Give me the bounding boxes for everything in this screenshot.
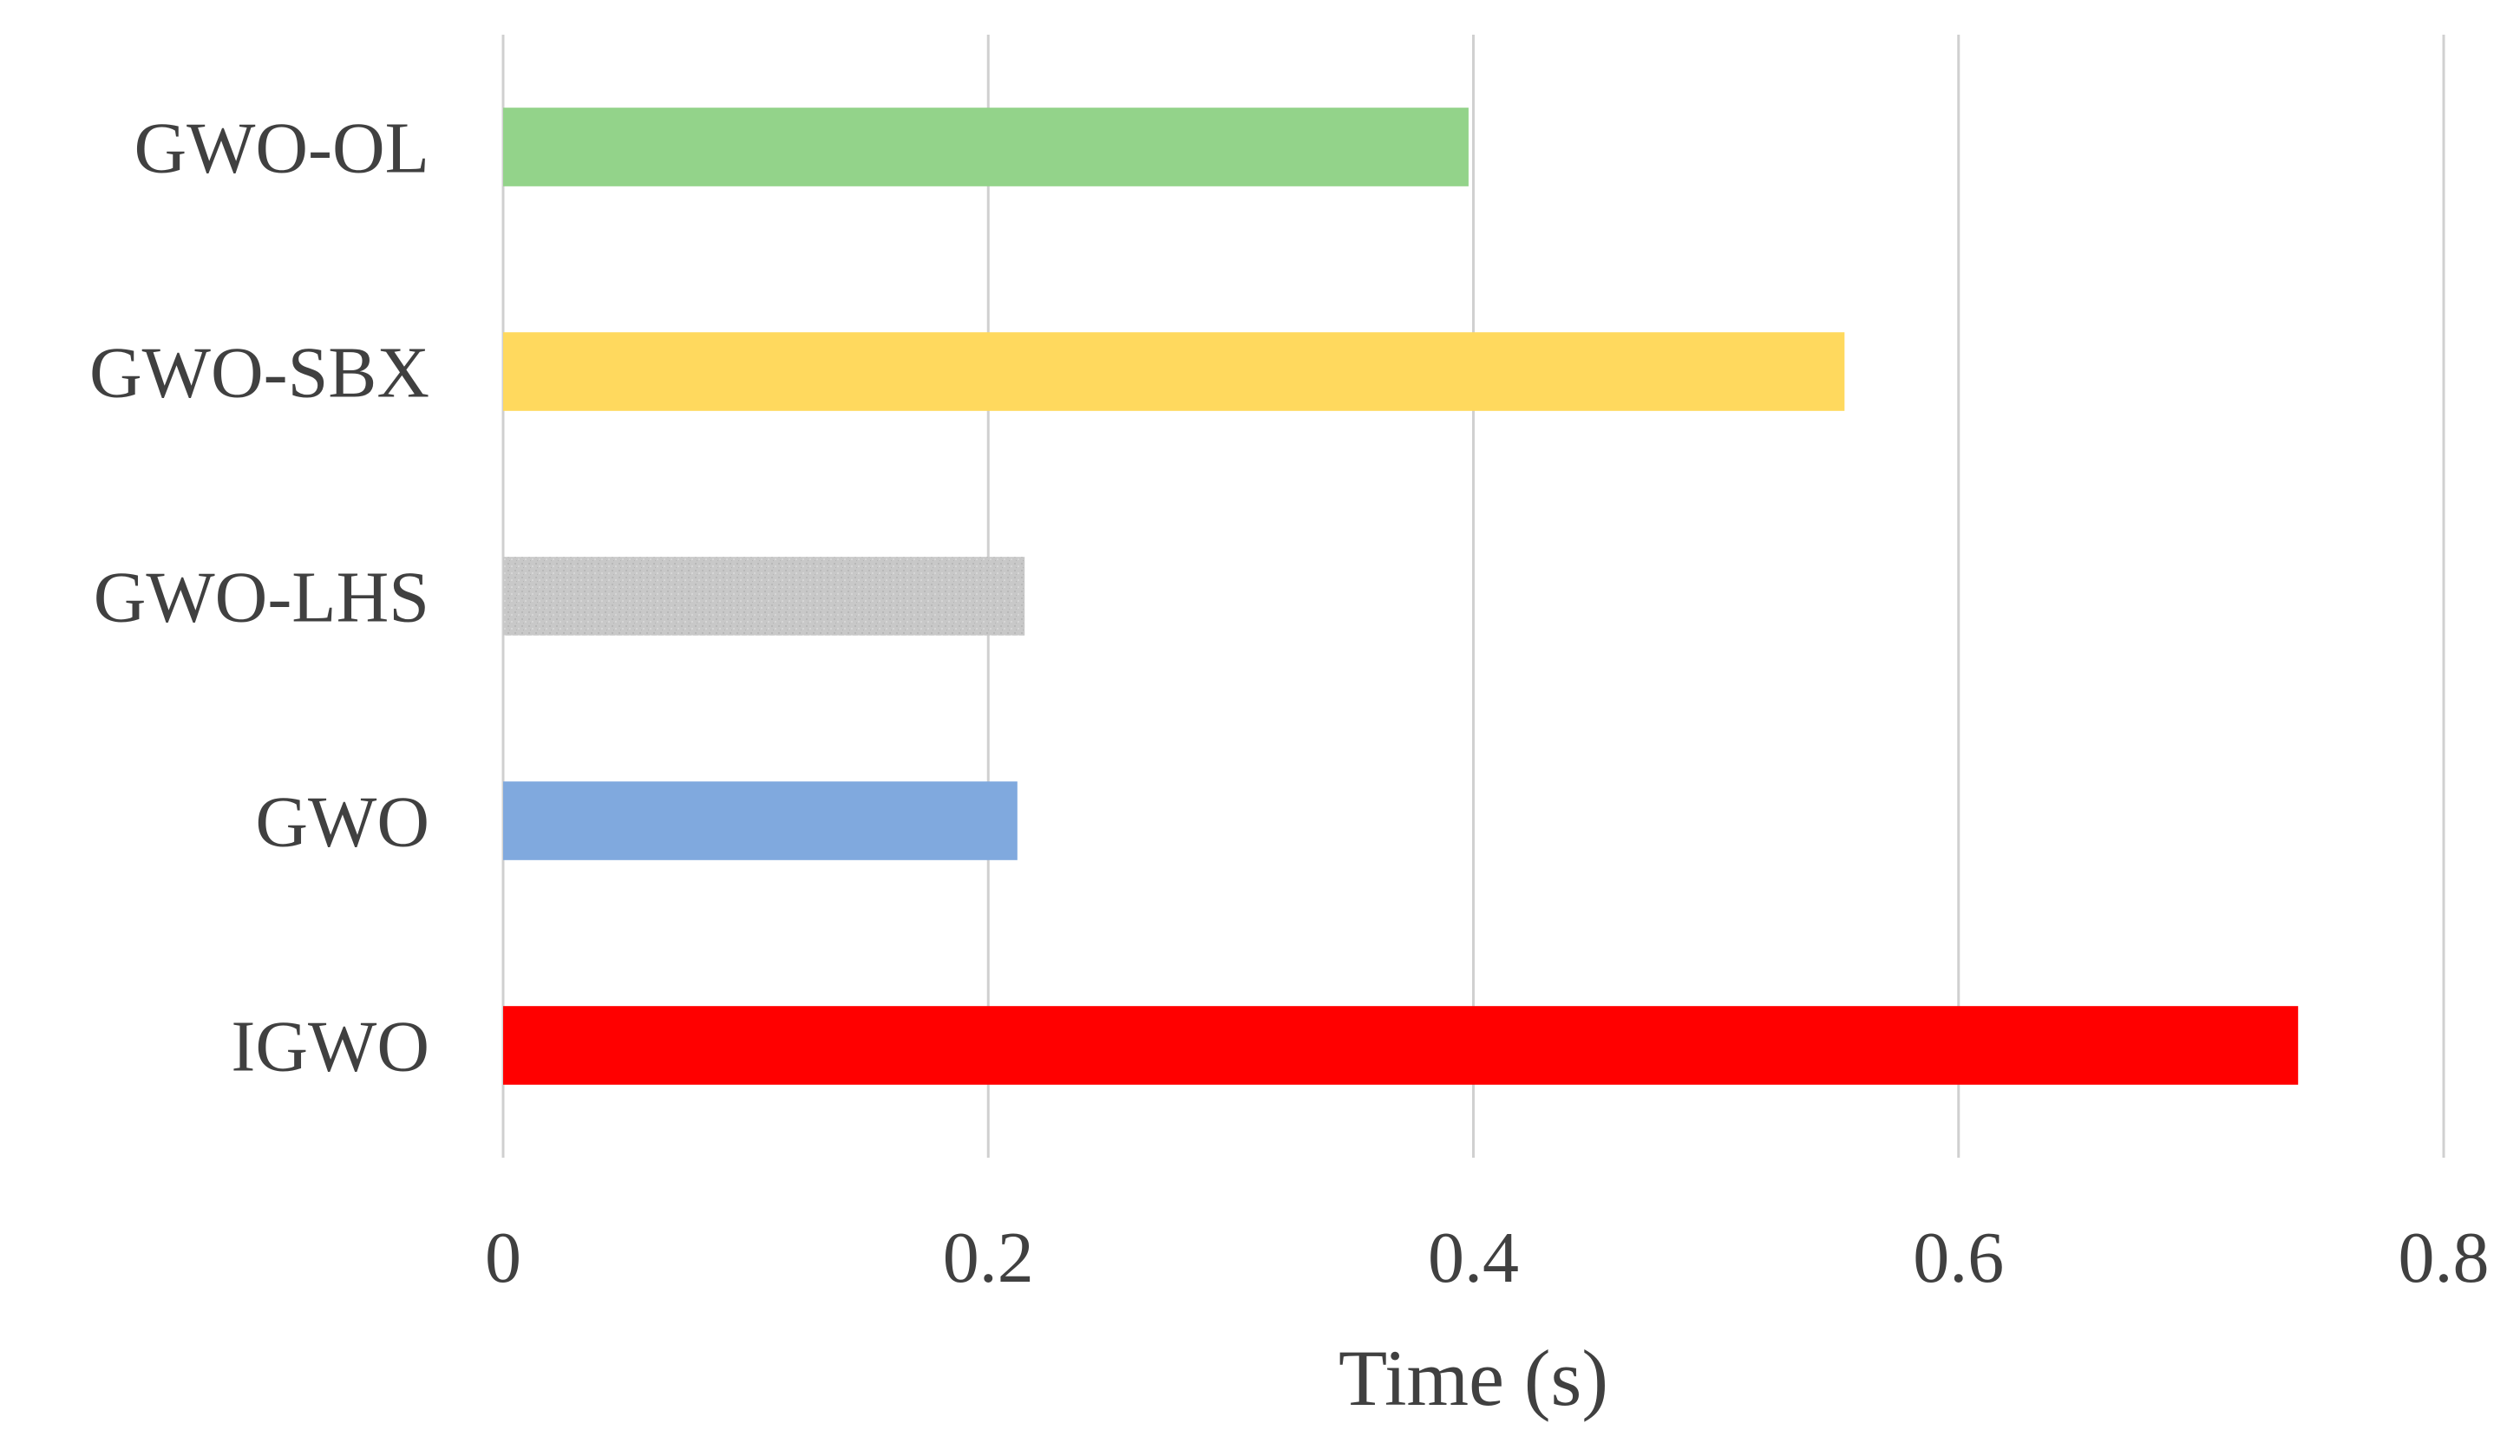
bar-igwo — [503, 1006, 2299, 1085]
x-tick-label-4: 0.8 — [2399, 1218, 2490, 1298]
bars — [503, 108, 2299, 1085]
category-labels: GWO-OL GWO-SBX GWO-LHS GWO IGWO — [89, 108, 429, 1087]
x-tick-label-2: 0.4 — [1428, 1218, 1519, 1298]
x-tick-labels: 0 0.2 0.4 0.6 0.8 — [485, 1218, 2490, 1298]
bar-gwo-ol — [503, 108, 1469, 186]
category-label-gwo-sbx: GWO-SBX — [89, 333, 429, 414]
category-label-gwo-lhs: GWO-LHS — [94, 558, 429, 638]
bar-gwo — [503, 781, 1018, 860]
x-tick-label-3: 0.6 — [1913, 1218, 2004, 1298]
category-label-igwo: IGWO — [231, 1007, 429, 1087]
category-label-gwo: GWO — [255, 782, 429, 863]
x-tick-label-1: 0.2 — [943, 1218, 1034, 1298]
bar-gwo-lhs — [503, 557, 1025, 636]
gridlines — [501, 35, 2445, 1158]
bar-gwo-sbx — [503, 332, 1845, 411]
category-label-gwo-ol: GWO-OL — [134, 108, 429, 189]
x-tick-label-0: 0 — [485, 1218, 521, 1298]
x-axis-title: Time (s) — [1339, 1334, 1608, 1422]
